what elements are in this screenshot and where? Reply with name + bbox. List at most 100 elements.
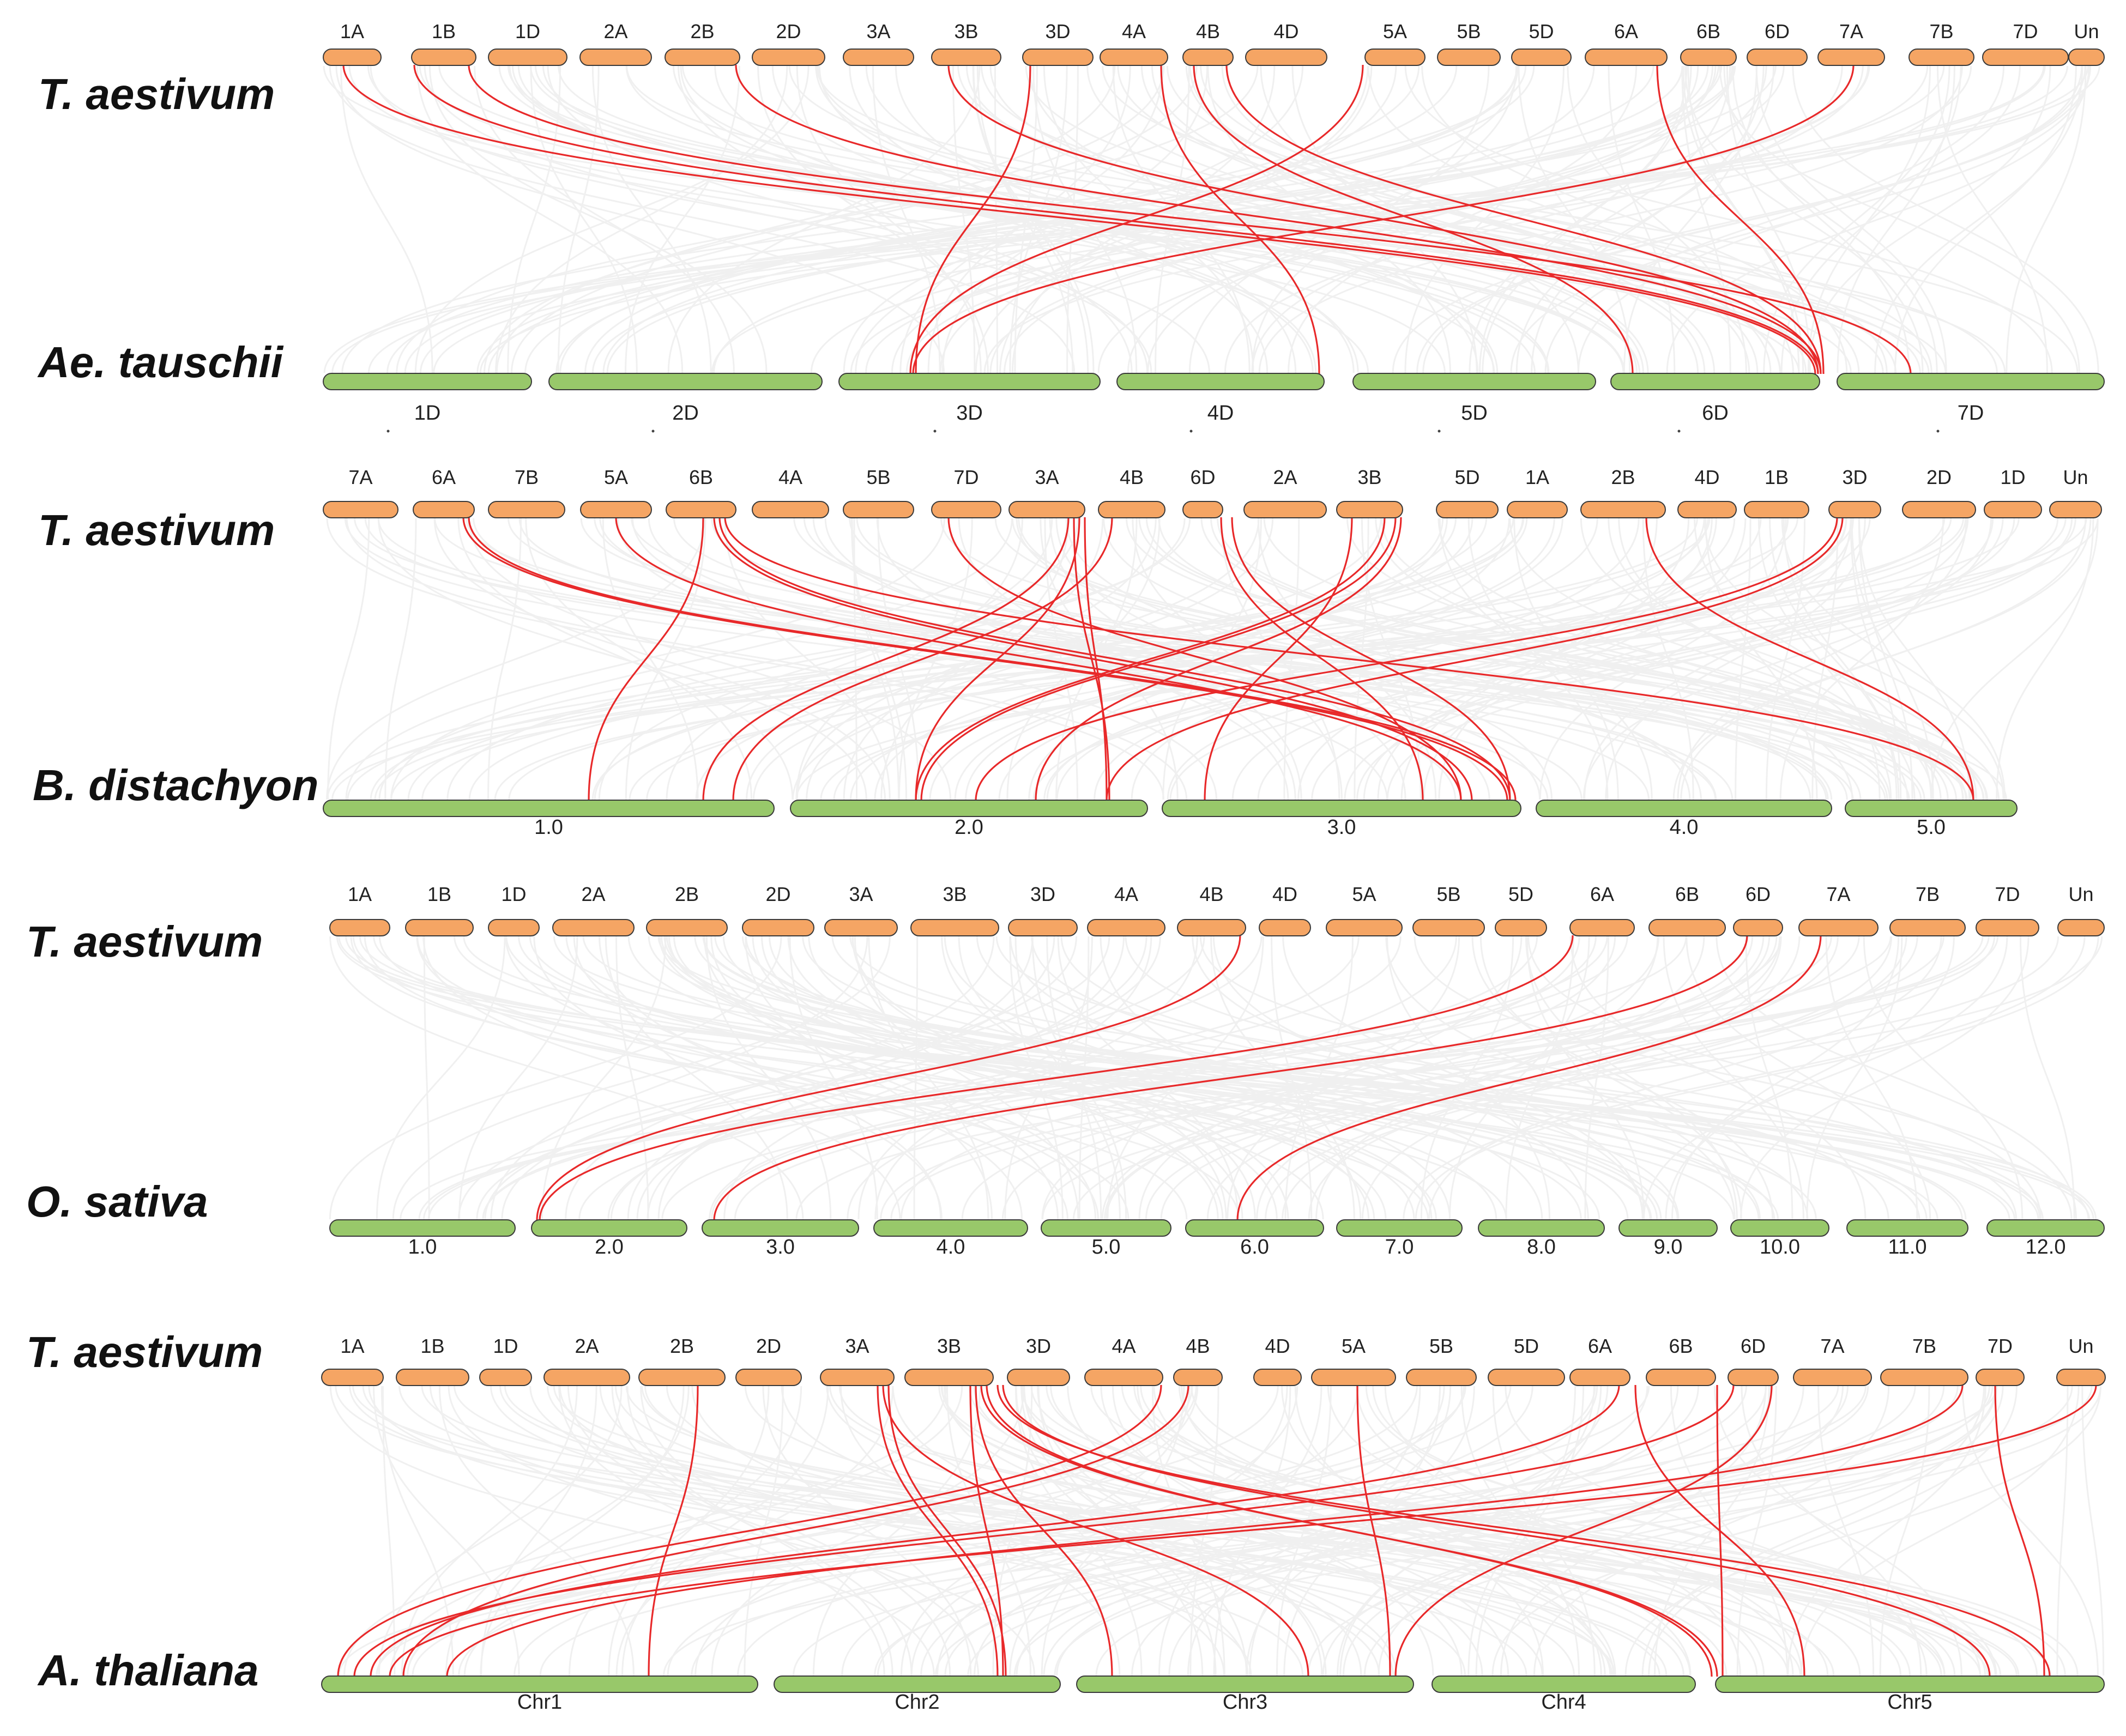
background-link xyxy=(326,518,706,800)
background-link xyxy=(992,1386,1033,1676)
highlight-link xyxy=(389,1384,2097,1677)
background-link xyxy=(816,65,1998,373)
background-link xyxy=(812,518,1541,800)
background-link xyxy=(378,518,1191,800)
query-chromosome-label: 5D xyxy=(1454,466,1479,488)
highlight-link xyxy=(718,517,1511,801)
query-chromosome-bar xyxy=(1744,501,1809,518)
query-chromosome-bar xyxy=(479,1369,532,1386)
background-link xyxy=(711,518,1829,800)
background-link xyxy=(796,518,1157,800)
background-link xyxy=(713,65,1709,373)
query-chromosome-bar xyxy=(1798,919,1879,936)
background-link xyxy=(849,936,2089,1220)
query-chromosome-bar xyxy=(638,1369,726,1386)
background-link xyxy=(1584,518,1852,800)
query-chromosome-bar xyxy=(2049,501,2102,518)
background-link xyxy=(1042,936,2059,1220)
query-chromosome-bar xyxy=(580,501,652,518)
background-link xyxy=(1132,518,1343,800)
background-link xyxy=(468,518,952,800)
query-chromosome-label: 1B xyxy=(432,20,456,43)
background-link xyxy=(744,1386,784,1676)
highlight-link xyxy=(1394,1384,1773,1677)
query-chromosome-label: Un xyxy=(2068,883,2093,905)
query-chromosome-bar xyxy=(1008,501,1085,518)
background-link xyxy=(340,65,433,373)
background-link xyxy=(484,936,1205,1220)
background-link xyxy=(377,518,867,800)
query-chromosome-label: 2B xyxy=(675,883,699,905)
background-link xyxy=(1283,1386,1441,1676)
background-link xyxy=(480,1386,597,1676)
target-chromosome-label: 2.0 xyxy=(595,1236,624,1259)
background-link xyxy=(1158,518,1891,800)
background-link xyxy=(390,518,1952,800)
query-chromosome-bar xyxy=(1580,501,1666,518)
background-link xyxy=(547,65,1149,373)
dot-marker xyxy=(1677,430,1681,433)
background-link xyxy=(433,518,886,800)
background-link xyxy=(1471,936,1774,1220)
background-link xyxy=(929,518,1598,800)
background-link xyxy=(354,518,1886,800)
background-link xyxy=(505,936,1099,1220)
background-link xyxy=(1367,65,1794,373)
background-link xyxy=(1231,518,1847,800)
background-link xyxy=(1055,518,1406,800)
background-link xyxy=(374,518,1798,800)
background-link xyxy=(1894,65,2077,373)
query-chromosome-bar xyxy=(543,1369,630,1386)
background-link xyxy=(666,518,1053,800)
query-chromosome-bar xyxy=(488,49,567,66)
background-link xyxy=(484,65,1165,373)
query-chromosome-label: 5B xyxy=(866,466,890,488)
background-link xyxy=(1365,1386,1997,1676)
query-chromosome-bar xyxy=(665,49,740,66)
background-link xyxy=(591,65,712,373)
background-link xyxy=(424,65,1152,373)
bottom-chromosomes: 1.0 2.0 3.0 4.0 5.0 xyxy=(323,800,2018,839)
query-chromosome-label: 1A xyxy=(340,1335,364,1357)
background-link xyxy=(1716,936,2077,1220)
background-link xyxy=(851,936,1289,1220)
target-chromosome-bar xyxy=(774,1675,1061,1693)
query-chromosome-bar xyxy=(1908,49,1974,66)
background-link xyxy=(989,65,1733,373)
background-link xyxy=(1031,936,1761,1220)
query-species-label: T. aestivum xyxy=(38,506,275,554)
background-link xyxy=(416,936,1068,1220)
background-link xyxy=(1212,936,1589,1220)
background-link xyxy=(1307,1386,1997,1676)
target-species-label: O. sativa xyxy=(26,1177,208,1226)
query-chromosome-bar xyxy=(752,49,825,66)
background-link xyxy=(1879,1386,1930,1676)
highlight-link xyxy=(588,517,704,801)
query-chromosome-label: 5B xyxy=(1436,883,1460,905)
query-chromosome-bar xyxy=(1007,1369,1070,1386)
background-link xyxy=(1526,936,1645,1220)
query-chromosome-label: 6A xyxy=(1590,883,1614,905)
target-chromosome-bar xyxy=(1116,373,1325,390)
background-link xyxy=(372,1386,520,1676)
background-link xyxy=(1315,936,1659,1220)
background-link xyxy=(803,518,1833,800)
highlight-link xyxy=(1073,517,1110,801)
query-chromosome-bar xyxy=(646,919,728,936)
query-chromosome-bar xyxy=(1507,501,1568,518)
target-chromosome-label: 3.0 xyxy=(1327,816,1356,839)
dot-marker xyxy=(933,430,937,433)
background-link xyxy=(438,1386,635,1676)
query-chromosome-label: 4B xyxy=(1186,1335,1210,1357)
query-chromosome-label: 4A xyxy=(1122,20,1146,43)
background-link xyxy=(605,936,788,1220)
background-link xyxy=(1415,936,2099,1220)
background-link xyxy=(1294,1386,1544,1676)
background-link xyxy=(1339,1386,1595,1676)
query-chromosome-label: 7D xyxy=(953,466,979,488)
query-chromosome-bar xyxy=(1648,919,1726,936)
bottom-chromosomes: 1.0 2.0 3.0 4.0 5.0 6.0 7.0 8.0 9.0 10.0 11.0 12.0 xyxy=(329,1219,2105,1259)
query-chromosome-label: 6B xyxy=(1696,20,1720,43)
background-link xyxy=(1684,65,1924,373)
